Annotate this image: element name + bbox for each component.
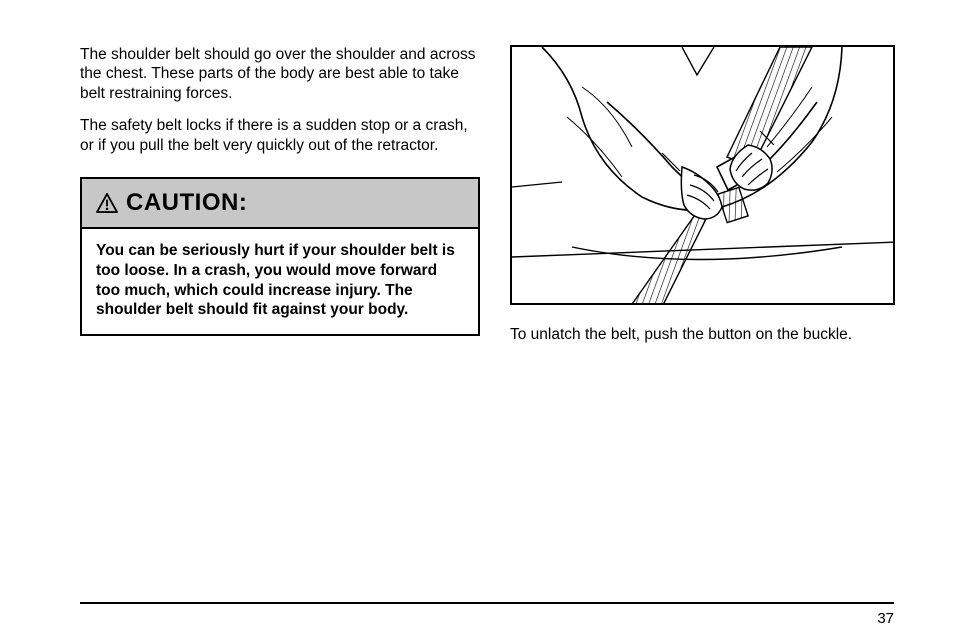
caution-header: CAUTION:: [82, 179, 478, 229]
two-column-layout: The shoulder belt should go over the sho…: [80, 45, 894, 344]
manual-page: The shoulder belt should go over the sho…: [0, 0, 954, 636]
left-column: The shoulder belt should go over the sho…: [80, 45, 480, 344]
caution-body-text: You can be seriously hurt if your should…: [82, 229, 478, 334]
warning-triangle-icon: [96, 193, 118, 213]
body-paragraph-2: The safety belt locks if there is a sudd…: [80, 116, 480, 155]
caution-box: CAUTION: You can be seriously hurt if yo…: [80, 177, 480, 336]
right-column: To unlatch the belt, push the button on …: [510, 45, 895, 344]
illustration-caption: To unlatch the belt, push the button on …: [510, 325, 895, 344]
page-footer: 37: [80, 602, 894, 604]
page-number: 37: [877, 610, 894, 627]
seatbelt-illustration: [510, 45, 895, 305]
footer-rule: [80, 602, 894, 604]
caution-title: CAUTION:: [126, 189, 247, 217]
body-paragraph-1: The shoulder belt should go over the sho…: [80, 45, 480, 103]
